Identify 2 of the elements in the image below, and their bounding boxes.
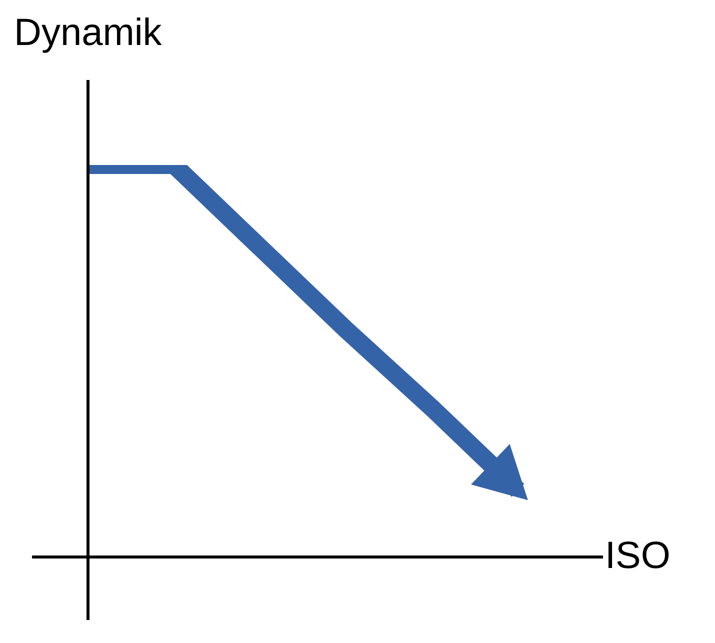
y-axis-title: Dynamik <box>14 12 162 55</box>
x-axis-title: ISO <box>605 535 670 578</box>
